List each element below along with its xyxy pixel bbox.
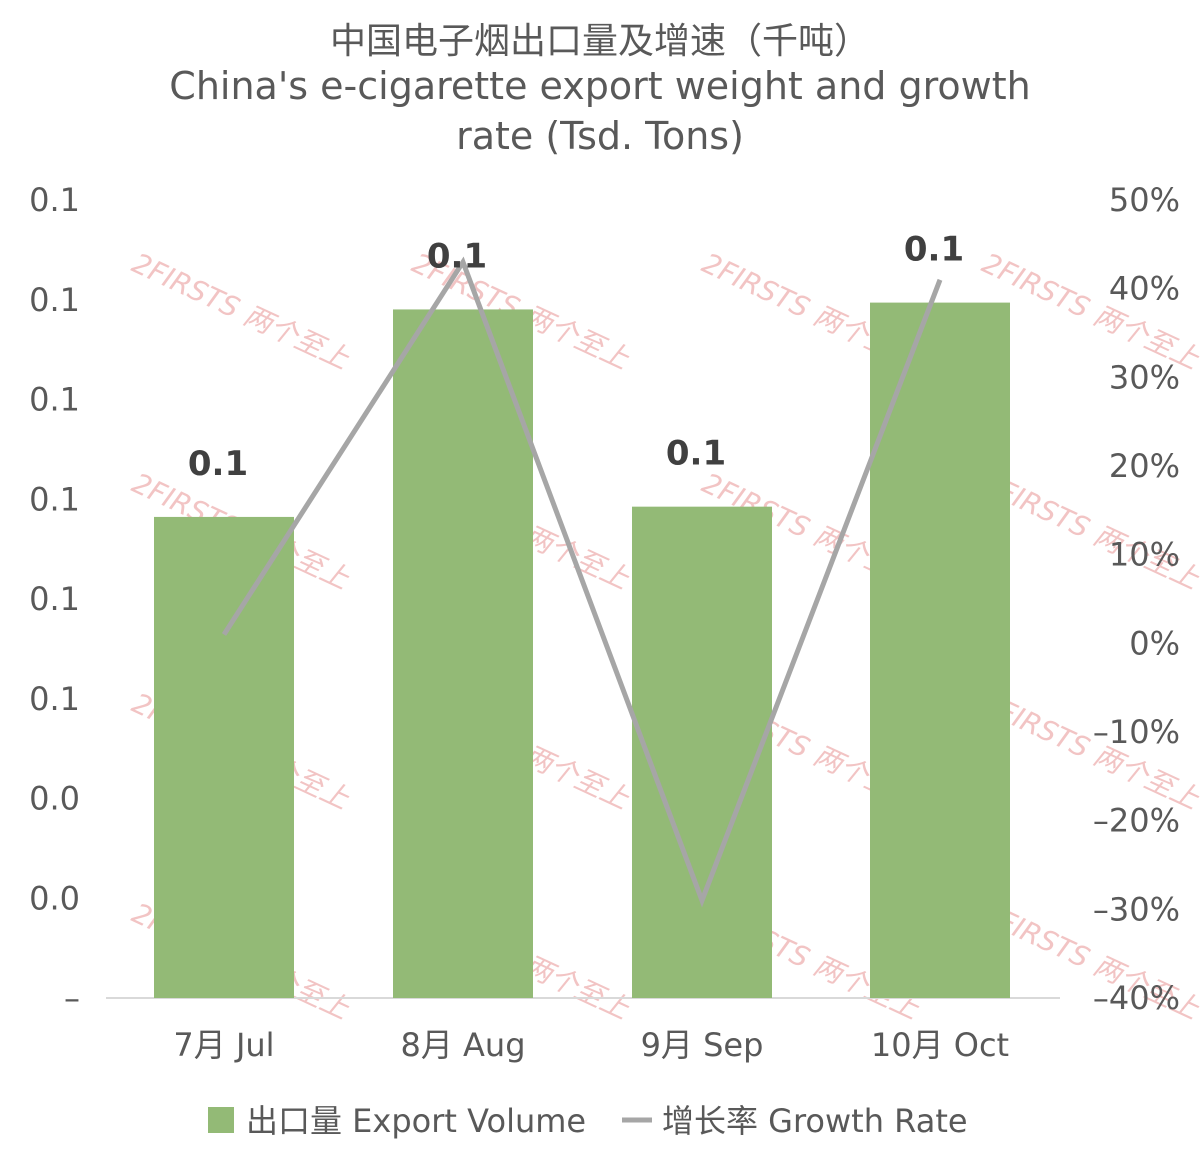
line-growth-rate [221,256,943,908]
left-axis-tick-label: 0.1 [29,480,80,518]
bar-export-volume [154,516,294,998]
right-axis-tick-label: 30% [1109,358,1180,396]
legend: 出口量 Export Volume 增长率 Growth Rate [208,1102,968,1140]
left-axis-tick-label: 0.0 [29,780,80,818]
bar-export-volume [393,309,533,998]
labels-layer: 0.1 0.1 0.1 0.1 [188,230,964,484]
left-axis-tick-label: 0.1 [29,680,80,718]
right-axis-tick-label: –40% [1093,979,1180,1017]
left-axis-tick-label: 0.0 [29,879,80,917]
chart-title-en-line2: rate (Tsd. Tons) [456,114,744,158]
line-layer [221,256,943,908]
data-label-export-volume: 0.1 [188,444,248,484]
right-axis-tick-label: –20% [1093,802,1180,840]
data-label-export-volume: 0.1 [904,230,964,270]
category-label: 8月 Aug [400,1026,525,1064]
right-axis-ticks: –40% –30% –20% –10% 0% 10% 20% 30% 40% 50% [1093,181,1180,1017]
bar-export-volume [632,506,772,998]
category-label: 9月 Sep [641,1026,764,1064]
category-ticks: 7月 Jul 8月 Aug 9月 Sep 10月 Oct [173,1026,1009,1064]
legend-label-export-volume: 出口量 Export Volume [246,1102,586,1140]
data-label-export-volume: 0.1 [666,434,726,474]
right-axis-tick-label: 0% [1129,624,1180,662]
left-axis-tick-label: 0.1 [29,181,80,219]
right-axis-tick-label: 10% [1109,536,1180,574]
category-label: 7月 Jul [173,1026,274,1064]
left-axis-ticks: – 0.0 0.0 0.1 0.1 0.1 0.1 0.1 0.1 [29,181,80,1017]
chart-title-cn: 中国电子烟出口量及增速（千吨） [329,21,870,62]
category-label: 10月 Oct [871,1026,1009,1064]
data-label-export-volume: 0.1 [427,236,487,276]
bar-export-volume [870,302,1010,999]
watermark-text: 2FIRSTS 两个至上 [977,686,1200,816]
right-axis-tick-label: –30% [1093,890,1180,928]
legend-label-growth-rate: 增长率 Growth Rate [662,1102,968,1140]
right-axis-tick-label: –10% [1093,713,1180,751]
watermark-text: 2FIRSTS 两个至上 [977,246,1200,376]
left-axis-tick-label: – [64,979,80,1017]
chart-title-en-line1: China's e-cigarette export weight and gr… [169,64,1031,108]
left-axis-tick-label: 0.1 [29,381,80,419]
watermark-text: 2FIRSTS 两个至上 [127,246,355,376]
legend-swatch-export-volume [208,1107,234,1133]
right-axis-tick-label: 50% [1109,181,1180,219]
right-axis-tick-label: 40% [1109,270,1180,308]
watermark-text: 2FIRSTS 两个至上 [977,466,1200,596]
bars-layer [154,302,1010,999]
right-axis-tick-label: 20% [1109,447,1180,485]
left-axis-tick-label: 0.1 [29,580,80,618]
left-axis-tick-label: 0.1 [29,281,80,319]
